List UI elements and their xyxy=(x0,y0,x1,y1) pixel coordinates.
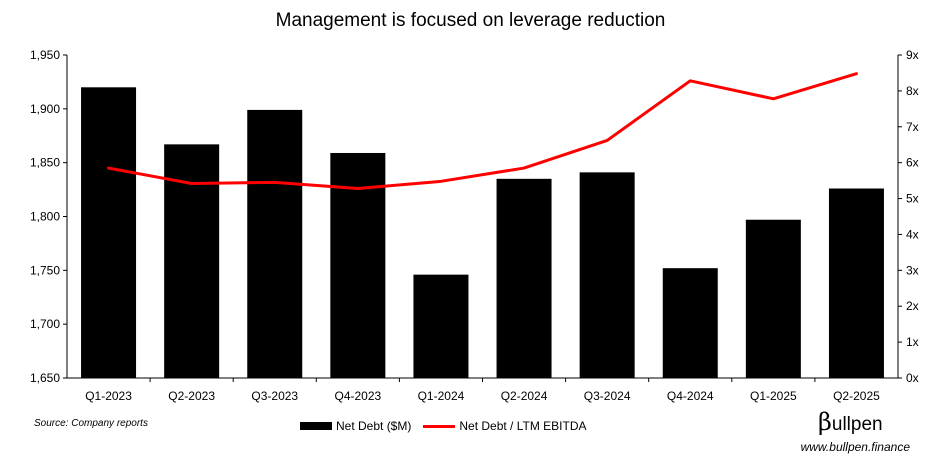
legend-label-leverage: Net Debt / LTM EBITDA xyxy=(459,419,587,433)
bar-q3-2024 xyxy=(579,172,635,378)
logo-text: ullpen xyxy=(831,414,883,435)
bar-q1-2025 xyxy=(745,219,801,378)
x-tick-label: Q2-2023 xyxy=(168,389,215,403)
y-right-tick-label: 1x xyxy=(906,335,919,349)
y-right-tick-label: 4x xyxy=(906,227,919,241)
y-left-tick-label: 1,850 xyxy=(30,156,60,170)
source-note: Source: Company reports xyxy=(34,418,148,429)
leverage-line xyxy=(107,72,858,191)
x-tick-label: Q4-2024 xyxy=(667,389,714,403)
bars-group xyxy=(81,87,884,379)
y-right-tick-label: 0x xyxy=(906,371,919,385)
bar-q1-2023 xyxy=(81,87,137,379)
y-right-tick-label: 5x xyxy=(906,192,919,206)
y-left-tick-label: 1,750 xyxy=(30,263,60,277)
bar-q3-2023 xyxy=(247,109,303,378)
legend-swatch-line xyxy=(423,424,456,428)
x-tick-label: Q3-2023 xyxy=(251,389,298,403)
y-right-tick-label: 6x xyxy=(906,156,919,170)
x-tick-label: Q1-2023 xyxy=(85,389,132,403)
y-right-tick-label: 3x xyxy=(906,263,919,277)
axes-group: 1,650 1,700 1,750 1,800 1,850 1,900 1,950 0x 1x 2… xyxy=(30,48,919,403)
logo-beta-mark: β xyxy=(818,408,832,436)
chart-title: Management is focused on leverage reduct… xyxy=(275,10,666,31)
bar-q4-2024 xyxy=(662,268,718,378)
y-left-tick-label: 1,950 xyxy=(30,48,60,62)
y-left-tick-label: 1,900 xyxy=(30,102,60,116)
bar-q2-2024 xyxy=(496,178,552,378)
x-tick-label: Q4-2023 xyxy=(334,389,381,403)
bar-q4-2023 xyxy=(330,152,386,378)
x-tick-label: Q1-2024 xyxy=(418,389,465,403)
x-tick-label: Q2-2024 xyxy=(501,389,548,403)
bar-q2-2025 xyxy=(828,188,884,378)
y-left-tick-label: 1,700 xyxy=(30,317,60,331)
website-url: www.bullpen.finance xyxy=(800,440,910,454)
legend-item-net-debt: Net Debt ($M) xyxy=(300,419,411,433)
y-left-tick-label: 1,650 xyxy=(30,371,60,385)
legend-item-leverage: Net Debt / LTM EBITDA xyxy=(423,419,587,433)
line-group xyxy=(107,72,858,191)
legend: Net Debt ($M) Net Debt / LTM EBITDA xyxy=(300,418,599,434)
x-tick-label: Q2-2025 xyxy=(833,389,880,403)
y-left-tick-label: 1,800 xyxy=(30,210,60,224)
x-tick-label: Q1-2025 xyxy=(750,389,797,403)
x-tick-label: Q3-2024 xyxy=(584,389,631,403)
bar-q1-2024 xyxy=(413,274,469,378)
y-right-tick-label: 9x xyxy=(906,48,919,62)
bullpen-logo: βullpen xyxy=(818,408,883,436)
y-right-tick-label: 8x xyxy=(906,84,919,98)
y-right-tick-label: 7x xyxy=(906,120,919,134)
y-right-tick-label: 2x xyxy=(906,299,919,313)
legend-label-net-debt: Net Debt ($M) xyxy=(336,419,412,433)
legend-swatch-bar xyxy=(300,422,332,430)
